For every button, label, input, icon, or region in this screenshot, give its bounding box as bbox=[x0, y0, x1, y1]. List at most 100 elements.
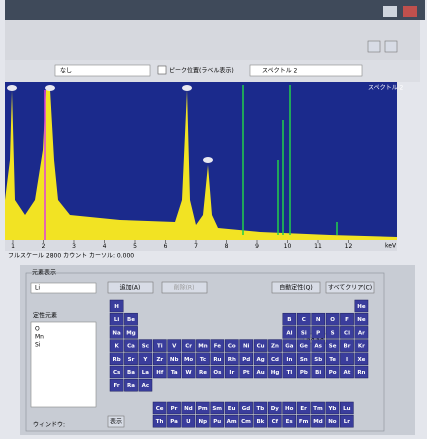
element-symbol: Xe bbox=[357, 357, 365, 363]
group-label: 元素表示 bbox=[32, 269, 56, 277]
element-symbol: Br bbox=[344, 344, 351, 350]
x-tick-label: 9 bbox=[255, 243, 259, 250]
element-symbol: Zn bbox=[271, 344, 279, 350]
element-symbol: La bbox=[142, 370, 150, 376]
element-symbol: Pm bbox=[198, 406, 208, 412]
element-symbol: Md bbox=[313, 419, 322, 425]
element-symbol: P bbox=[316, 330, 320, 336]
x-tick-label: 4 bbox=[103, 243, 107, 250]
element-symbol: Mo bbox=[184, 357, 193, 363]
element-symbol: Fr bbox=[114, 383, 120, 389]
element-symbol: Zr bbox=[156, 357, 163, 363]
element-symbol: No bbox=[328, 419, 337, 425]
element-symbol: N bbox=[316, 317, 321, 323]
element-symbol: H bbox=[114, 304, 119, 310]
element-symbol: Ni bbox=[243, 344, 250, 350]
element-symbol: Pb bbox=[300, 370, 308, 376]
filter-value: なし bbox=[60, 68, 72, 75]
element-symbol: Ta bbox=[171, 370, 178, 376]
list-item: Si bbox=[35, 342, 41, 349]
element-symbol: Er bbox=[300, 406, 307, 412]
spectrum-value: スペクトル 2 bbox=[262, 68, 297, 75]
element-symbol: Al bbox=[286, 330, 292, 336]
element-symbol: Dy bbox=[271, 406, 280, 412]
element-dropdown[interactable] bbox=[31, 283, 96, 293]
element-symbol: He bbox=[357, 304, 366, 310]
element-symbol: Nd bbox=[184, 406, 193, 412]
element-symbol: Cd bbox=[271, 357, 279, 363]
element-symbol: Eu bbox=[228, 406, 236, 412]
element-symbol: Ir bbox=[229, 370, 234, 376]
element-symbol: Fm bbox=[299, 419, 309, 425]
checkbox[interactable] bbox=[158, 66, 166, 74]
element-symbol: Sr bbox=[128, 357, 135, 363]
button-label: 表示 bbox=[110, 418, 122, 426]
status-text: フルスケール 2800 カウント カーソル: 0.000 bbox=[8, 252, 134, 260]
element-symbol: Bi bbox=[315, 370, 321, 376]
x-tick-label: 8 bbox=[225, 243, 229, 250]
element-symbol: Ti bbox=[157, 344, 163, 350]
x-axis bbox=[5, 240, 397, 251]
element-symbol: Tb bbox=[257, 406, 265, 412]
element-symbol: Li bbox=[114, 317, 120, 323]
list-label: 定性元素 bbox=[33, 312, 57, 320]
x-tick-label: 1 bbox=[11, 243, 15, 250]
element-symbol: K bbox=[114, 344, 119, 350]
element-symbol: S bbox=[331, 330, 335, 336]
button-label: 自動定性(Q) bbox=[279, 284, 312, 292]
element-symbol: Be bbox=[127, 317, 135, 323]
axis-unit: keV bbox=[385, 243, 397, 250]
button-label: 削除(R) bbox=[174, 284, 195, 292]
element-symbol: Mn bbox=[198, 344, 207, 350]
element-symbol: Os bbox=[213, 370, 222, 376]
button-label: 追加(A) bbox=[120, 284, 141, 292]
element-symbol: Es bbox=[286, 419, 294, 425]
element-symbol: Gd bbox=[242, 406, 251, 412]
element-symbol: C bbox=[302, 317, 306, 323]
element-symbol: I bbox=[346, 357, 348, 363]
element-symbol: Na bbox=[112, 330, 121, 336]
element-value: Li bbox=[35, 285, 40, 292]
element-symbol: O bbox=[330, 317, 335, 323]
checkbox-label: ピーク位置(ラベル表示) bbox=[169, 67, 234, 75]
element-symbol: Hg bbox=[271, 370, 280, 376]
element-symbol: Sn bbox=[300, 357, 308, 363]
element-symbol: Nb bbox=[170, 357, 179, 363]
x-tick-label: 6 bbox=[164, 243, 168, 250]
element-symbol: Ca bbox=[127, 344, 135, 350]
element-symbol: Np bbox=[199, 419, 208, 425]
element-symbol: Am bbox=[227, 419, 237, 425]
x-tick-label: 11 bbox=[314, 243, 322, 250]
element-symbol: Mg bbox=[126, 330, 135, 336]
x-tick-label: 10 bbox=[284, 243, 292, 250]
x-tick-label: 3 bbox=[72, 243, 76, 250]
element-symbol: Cr bbox=[185, 344, 192, 350]
element-symbol: As bbox=[314, 344, 322, 350]
element-symbol: Ac bbox=[142, 383, 150, 389]
icon-button[interactable] bbox=[368, 41, 380, 52]
element-symbol: Ra bbox=[127, 383, 135, 389]
element-symbol: Ce bbox=[156, 406, 164, 412]
element-symbol: Tm bbox=[313, 406, 323, 412]
element-symbol: V bbox=[172, 344, 177, 350]
element-symbol: Cs bbox=[113, 370, 121, 376]
icon-button[interactable] bbox=[385, 41, 397, 52]
element-symbol: Ru bbox=[213, 357, 221, 363]
element-symbol: In bbox=[286, 357, 292, 363]
list-item: Mn bbox=[35, 334, 44, 341]
spectrum-title: スペクトル 2 bbox=[368, 85, 403, 92]
close-button[interactable] bbox=[403, 6, 417, 17]
window-header bbox=[5, 20, 420, 60]
element-symbol: Si bbox=[301, 330, 307, 336]
bottom-label: ウィンドウ: bbox=[33, 421, 65, 429]
element-symbol: Pr bbox=[171, 406, 178, 412]
element-symbol: Co bbox=[228, 344, 236, 350]
page: なし ピーク位置(ラベル表示) スペクトル 2 スペクトル 2 keV フルスケ… bbox=[0, 0, 427, 439]
minimize-button[interactable] bbox=[383, 6, 397, 17]
x-tick-label: 5 bbox=[133, 243, 137, 250]
title-bar bbox=[5, 0, 425, 20]
element-symbol: Po bbox=[329, 370, 337, 376]
element-symbol: Ar bbox=[358, 330, 365, 336]
x-tick-label: 2 bbox=[42, 243, 46, 250]
element-symbol: Bk bbox=[256, 419, 264, 425]
